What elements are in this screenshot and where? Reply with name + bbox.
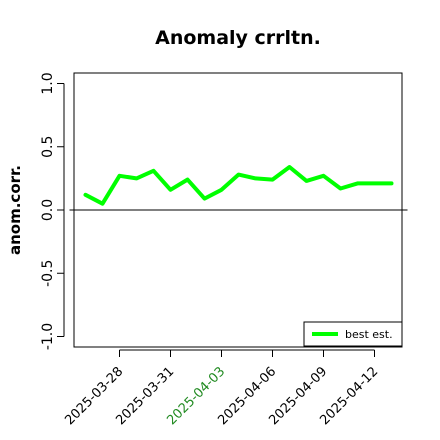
x-axis: 2025-03-282025-03-312025-04-032025-04-06…	[62, 349, 381, 428]
series-group	[83, 165, 394, 206]
y-tick-label: -0.5	[40, 260, 56, 287]
legend-label: best est.	[345, 328, 393, 341]
chart-title: Anomaly crrltn.	[155, 27, 321, 49]
series-line-best-est	[83, 165, 394, 206]
y-tick-label: 0.5	[40, 136, 56, 158]
y-axis-label: anom.corr.	[6, 165, 24, 255]
y-axis: -1.0 -0.5 0.0 0.5 1.0	[40, 72, 65, 350]
y-tick-label: 1.0	[40, 72, 56, 94]
legend: best est.	[303, 321, 403, 347]
y-tick-label: -1.0	[40, 323, 56, 350]
y-tick-label: 0.0	[40, 199, 56, 221]
